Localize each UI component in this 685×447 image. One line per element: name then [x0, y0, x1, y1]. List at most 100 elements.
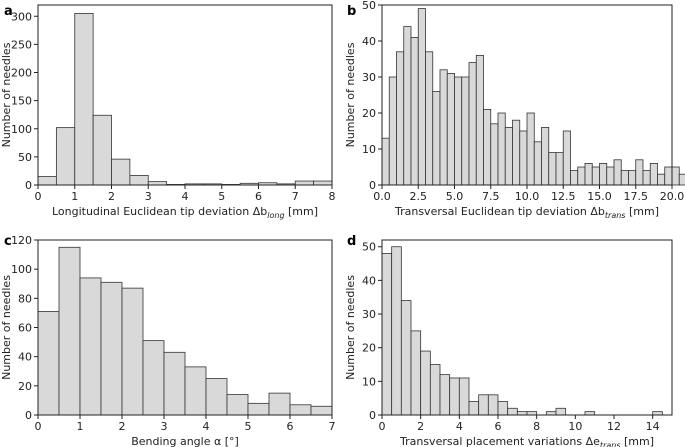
x-tick-label: 1 — [77, 420, 84, 433]
histogram-bar — [439, 374, 451, 416]
y-tick-label: 30 — [362, 308, 376, 321]
histogram-bar — [468, 401, 480, 416]
y-tick-label: 50 — [362, 241, 376, 254]
histogram-bar — [449, 377, 460, 416]
histogram-bar — [507, 407, 518, 416]
histogram-bar — [121, 287, 144, 416]
histogram-bar — [628, 170, 637, 186]
x-axis-label-subscript: trans — [600, 441, 621, 447]
panel-letter: b — [347, 4, 356, 19]
x-tick-label: 7 — [292, 190, 299, 203]
y-tick-label: 200 — [11, 67, 32, 80]
x-tick-label: 4 — [203, 420, 210, 433]
y-tick-label: 100 — [11, 263, 32, 276]
x-tick-label: 5.0 — [446, 190, 464, 203]
y-tick-label: 40 — [362, 274, 376, 287]
histogram-bar — [642, 170, 651, 186]
x-tick-label: 0 — [379, 420, 386, 433]
y-tick-label: 40 — [362, 35, 376, 48]
histogram-bar — [439, 69, 448, 186]
y-tick-label: 10 — [362, 143, 376, 156]
panel-letter: a — [4, 4, 13, 19]
x-axis-label-main: Transversal placement variations Δe — [399, 435, 600, 447]
y-tick-label: 0 — [25, 179, 32, 192]
x-tick-label: 17.5 — [624, 190, 649, 203]
x-axis-label: Transversal Euclidean tip deviation Δbtr… — [394, 205, 659, 220]
histogram-bar — [635, 159, 644, 186]
histogram-bar — [671, 166, 680, 186]
x-axis-label-unit: [mm] — [625, 205, 659, 218]
histogram-bar — [458, 377, 470, 416]
x-tick-label: 8 — [533, 420, 540, 433]
histogram-bar — [226, 394, 249, 416]
histogram-bar — [79, 277, 102, 416]
y-tick-label: 30 — [362, 71, 376, 84]
histogram-bar — [400, 300, 412, 416]
histogram-bar — [570, 170, 579, 186]
histogram-bar — [268, 392, 291, 416]
histogram-bar — [478, 394, 489, 416]
histogram-bar — [497, 112, 506, 186]
histogram-bar — [519, 130, 528, 186]
x-tick-label: 7.5 — [482, 190, 500, 203]
histogram-bar — [475, 55, 484, 186]
histogram-bar — [403, 26, 412, 186]
histogram-bar — [584, 162, 593, 186]
x-axis-label: Longitudinal Euclidean tip deviation Δbl… — [52, 205, 318, 220]
histogram-bar — [461, 76, 470, 186]
x-axis-label-unit: [mm] — [620, 435, 654, 447]
y-tick-label: 20 — [18, 380, 32, 393]
x-tick-label: 4 — [182, 190, 189, 203]
histogram-bar — [678, 173, 685, 186]
histogram-bar — [545, 411, 557, 416]
histogram-bar — [446, 73, 455, 186]
histogram-bar — [652, 411, 663, 416]
histogram-bar — [55, 127, 76, 186]
x-tick-label: 5 — [218, 190, 225, 203]
y-axis-label: Number of needles — [0, 275, 13, 380]
histogram-bar — [388, 76, 397, 186]
x-tick-label: 1 — [71, 190, 78, 203]
histogram-bar — [294, 180, 315, 186]
histogram-bar — [410, 330, 422, 416]
x-tick-label: 6 — [495, 420, 502, 433]
histogram-bar — [591, 166, 600, 186]
histogram-bar — [289, 404, 312, 416]
x-tick-label: 2 — [417, 420, 424, 433]
histogram-bar — [100, 281, 123, 416]
histogram-bar — [555, 152, 564, 186]
x-tick-label: 12 — [607, 420, 621, 433]
histogram-bar — [420, 350, 431, 416]
x-axis-label-main: Bending angle α [°] — [131, 435, 239, 447]
histogram-bar — [577, 166, 586, 186]
histogram-bar — [142, 340, 165, 416]
histogram-bar — [417, 8, 426, 186]
x-axis-label-main: Longitudinal Euclidean tip deviation Δb — [52, 205, 267, 218]
histogram-bar — [504, 127, 513, 186]
x-tick-label: 7 — [329, 420, 336, 433]
histogram-bar — [562, 130, 571, 186]
histogram-bar — [468, 62, 477, 186]
y-tick-label: 60 — [18, 322, 32, 335]
histogram-bar — [205, 378, 228, 416]
y-tick-label: 0 — [369, 409, 376, 422]
y-tick-label: 40 — [18, 351, 32, 364]
x-tick-label: 0 — [35, 420, 42, 433]
histogram-bar — [613, 159, 622, 186]
x-axis-label: Bending angle α [°] — [131, 435, 239, 447]
x-tick-label: 2.5 — [410, 190, 428, 203]
x-tick-label: 12.5 — [551, 190, 576, 203]
x-tick-label: 8 — [329, 190, 336, 203]
histogram-bar — [381, 137, 390, 186]
histogram-bar — [163, 351, 186, 416]
x-tick-label: 0.0 — [373, 190, 391, 203]
x-tick-label: 20.0 — [660, 190, 685, 203]
histogram-bar — [497, 401, 509, 416]
y-tick-label: 300 — [11, 10, 32, 23]
x-tick-label: 10.0 — [515, 190, 540, 203]
histogram-bar — [129, 175, 149, 186]
histogram-bar — [541, 127, 550, 186]
plot-frame — [381, 239, 673, 416]
x-tick-label: 5 — [245, 420, 252, 433]
histogram-bar — [555, 407, 567, 416]
